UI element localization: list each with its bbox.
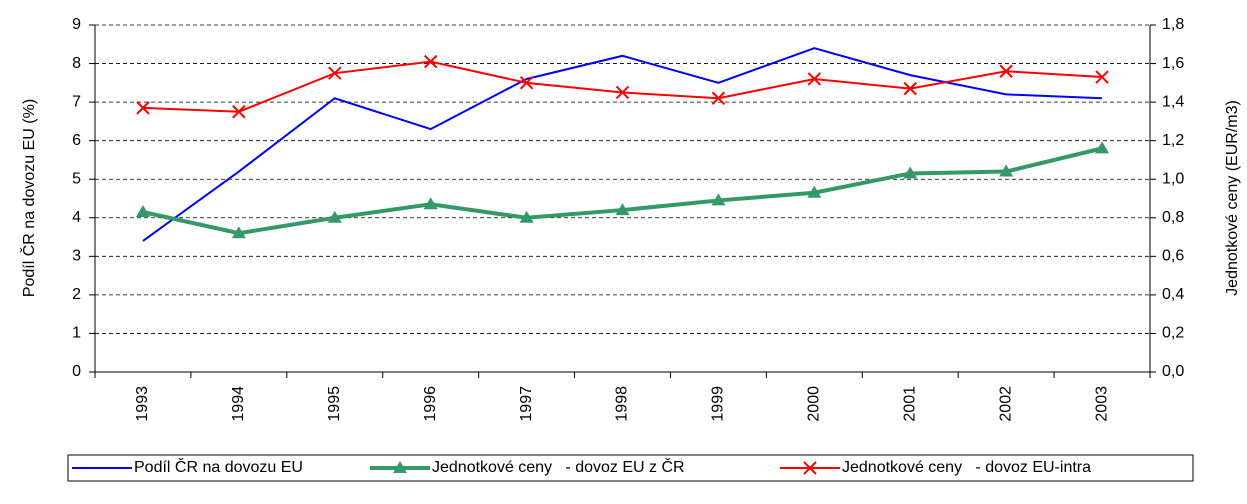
legend-marker [803,461,817,475]
legend-marker [393,461,407,473]
legend-label: Jednotkové ceny - dovoz EU z ČR [432,457,685,476]
series-marker [231,226,246,239]
series-marker [999,164,1014,177]
series-marker [615,85,630,100]
series-marker [711,91,726,105]
y-tick-label: 1 [72,325,81,342]
y-tick-label: 2 [72,286,81,303]
series-line [142,47,1103,242]
y-tick-label: 3 [72,248,81,265]
x-tick-label: 2003 [1093,386,1110,422]
series-marker [999,64,1013,78]
y2-tick-label: 0,2 [1162,325,1184,342]
x-tick-label: 1993 [134,386,151,422]
series-marker [903,166,918,179]
y-tick-label: 8 [72,55,81,72]
x-tick-label: 2001 [901,386,918,422]
y2-tick-label: 0,8 [1162,209,1184,226]
y-tick-label: 6 [72,132,81,149]
y-tick-label: 9 [72,16,81,33]
y-tick-label: 0 [72,363,81,380]
series-marker [519,210,534,223]
legend-label: Jednotkové ceny - dovoz EU-intra [842,459,1091,476]
y2-tick-label: 0,4 [1162,286,1184,303]
series-marker [807,185,822,198]
series-marker [519,76,534,90]
series-marker [136,101,150,115]
series-marker [711,193,726,206]
series-marker [232,105,246,119]
y2-tick-label: 1,0 [1162,170,1184,187]
series-marker [423,197,438,210]
y2-tick-label: 1,2 [1162,132,1184,149]
x-tick-label: 1999 [710,386,727,422]
x-tick-label: 1994 [230,386,247,422]
y2-tick-label: 1,8 [1162,16,1184,33]
x-tick-label: 1997 [518,386,535,422]
series-marker [328,66,342,80]
series-marker [1095,70,1109,84]
series-marker [327,210,342,223]
legend-label: Podíl ČR na dovozu EU [134,457,303,476]
y2-tick-label: 1,4 [1162,93,1184,110]
y2-tick-label: 1,6 [1162,55,1184,72]
x-tick-label: 1996 [422,386,439,422]
y2-tick-label: 0,6 [1162,248,1184,265]
series-marker [807,72,822,86]
series-line [142,146,1103,236]
x-tick-label: 2002 [997,386,1014,422]
y2-tick-label: 0,0 [1162,363,1184,380]
x-tick-label: 1995 [326,386,343,422]
series-marker [1095,141,1110,154]
x-tick-label: 2000 [806,386,823,422]
series-marker [423,54,438,69]
series-marker [903,81,917,96]
series-marker [615,203,630,216]
y-tick-label: 4 [72,209,81,226]
y-tick-label: 5 [72,170,81,187]
x-tick-label: 1998 [614,386,631,422]
series-line [142,60,1103,113]
legend-box [67,454,1194,482]
y-axis-title: Podíl ČR na dovozu EU (%) [19,99,38,297]
y-tick-label: 7 [72,93,81,110]
series-marker [135,204,150,217]
y2-axis-title: Jednotkové ceny (EUR/m3) [1224,100,1241,296]
